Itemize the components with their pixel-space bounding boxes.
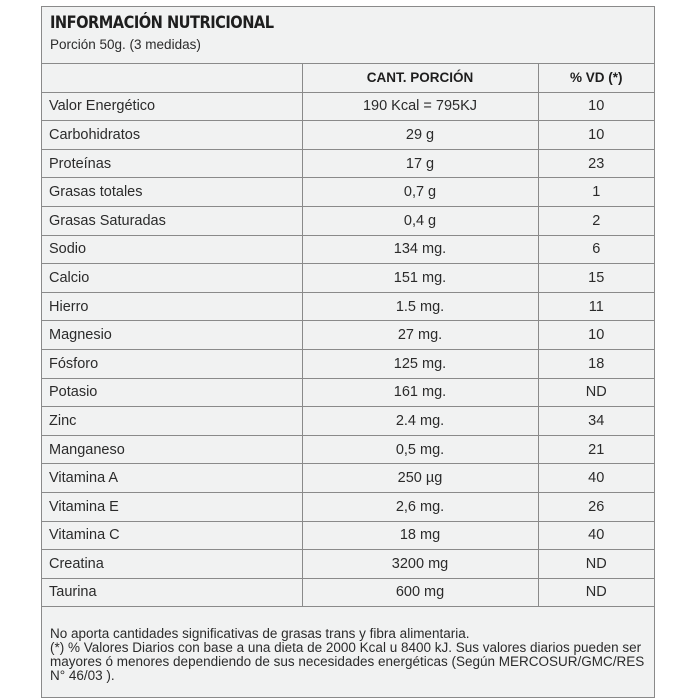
nutrient-amount: 1.5 mg. [301, 291, 539, 322]
nutrition-table-body: Valor Energético 190 Kcal = 795KJ 10 Carboh… [42, 91, 654, 608]
table-row: Magnesio 27 mg. 10 [42, 320, 654, 350]
nutrient-amount: 125 mg. [301, 348, 539, 379]
nutrient-name: Vitamina E [42, 491, 303, 522]
nutrient-amount: 151 mg. [301, 263, 539, 293]
nutrient-daily-value: 40 [537, 520, 654, 551]
nutrient-amount: 190 Kcal = 795KJ [301, 91, 539, 122]
nutrient-amount: 17 g [301, 148, 539, 179]
table-row: Zinc 2.4 mg. 34 [42, 406, 654, 436]
nutrient-amount: 3200 mg [301, 549, 539, 579]
nutrient-name: Vitamina A [42, 463, 303, 493]
nutrient-daily-value: 21 [537, 434, 654, 465]
nutrient-name: Potasio [42, 377, 303, 408]
table-row: Valor Energético 190 Kcal = 795KJ 10 [42, 91, 654, 122]
table-row: Fósforo 125 mg. 18 [42, 348, 654, 379]
nutrient-daily-value: 11 [537, 291, 654, 322]
table-row: Hierro 1.5 mg. 11 [42, 291, 654, 322]
column-header-nutrient [42, 63, 303, 93]
nutrient-daily-value: 23 [537, 148, 654, 179]
nutrient-daily-value: 34 [537, 406, 654, 436]
nutrient-name: Sodio [42, 234, 303, 265]
nutrient-name: Zinc [42, 406, 303, 436]
nutrition-table: CANT. PORCIÓN % VD (*) Valor Energético 1… [42, 63, 654, 608]
nutrient-name: Proteínas [42, 148, 303, 179]
nutrient-daily-value: 26 [537, 491, 654, 522]
nutrient-daily-value: 1 [537, 177, 654, 207]
nutrient-amount: 161 mg. [301, 377, 539, 408]
nutrient-amount: 0,4 g [301, 205, 539, 236]
nutrient-daily-value: 10 [537, 120, 654, 150]
nutrient-amount: 0,7 g [301, 177, 539, 207]
nutrient-amount: 2,6 mg. [301, 491, 539, 522]
table-row: Manganeso 0,5 mg. 21 [42, 434, 654, 465]
nutrient-daily-value: ND [537, 377, 654, 408]
nutrient-amount: 29 g [301, 120, 539, 150]
table-row: Vitamina C 18 mg 40 [42, 520, 654, 551]
footnote: No aporta cantidades significativas de g… [50, 627, 646, 683]
nutrient-daily-value: 18 [537, 348, 654, 379]
nutrition-header: INFORMACIÓN NUTRICIONAL Porción 50g. (3 … [42, 7, 654, 63]
table-row: Taurina 600 mg ND [42, 577, 654, 608]
nutrient-daily-value: 10 [537, 91, 654, 122]
nutrient-daily-value: 15 [537, 263, 654, 293]
nutrient-name: Valor Energético [42, 91, 303, 122]
nutrition-title: INFORMACIÓN NUTRICIONAL [50, 13, 274, 33]
serving-size: Porción 50g. (3 medidas) [50, 37, 201, 52]
nutrient-name: Manganeso [42, 434, 303, 465]
nutrient-name: Creatina [42, 549, 303, 579]
nutrient-name: Grasas totales [42, 177, 303, 207]
nutrient-amount: 250 µg [301, 463, 539, 493]
table-row: Potasio 161 mg. ND [42, 377, 654, 408]
nutrient-name: Grasas Saturadas [42, 205, 303, 236]
nutrient-name: Hierro [42, 291, 303, 322]
nutrient-name: Magnesio [42, 320, 303, 350]
nutrient-amount: 18 mg [301, 520, 539, 551]
nutrient-amount: 27 mg. [301, 320, 539, 350]
nutrient-amount: 0,5 mg. [301, 434, 539, 465]
nutrient-daily-value: 40 [537, 463, 654, 493]
footnote-line: No aporta cantidades significativas de g… [50, 626, 470, 641]
nutrient-amount: 600 mg [301, 577, 539, 608]
table-row: Carbohidratos 29 g 10 [42, 120, 654, 150]
table-row: Vitamina E 2,6 mg. 26 [42, 491, 654, 522]
nutrient-name: Vitamina C [42, 520, 303, 551]
table-row: Sodio 134 mg. 6 [42, 234, 654, 265]
nutrient-name: Calcio [42, 263, 303, 293]
nutrient-amount: 134 mg. [301, 234, 539, 265]
column-header-amount: CANT. PORCIÓN [301, 63, 539, 93]
nutrient-daily-value: 6 [537, 234, 654, 265]
footnote-line: (*) % Valores Diarios con base a una die… [50, 640, 645, 683]
nutrient-name: Carbohidratos [42, 120, 303, 150]
table-row: Proteínas 17 g 23 [42, 148, 654, 179]
nutrient-name: Taurina [42, 577, 303, 608]
nutrient-amount: 2.4 mg. [301, 406, 539, 436]
table-row: Vitamina A 250 µg 40 [42, 463, 654, 493]
nutrient-name: Fósforo [42, 348, 303, 379]
nutrient-daily-value: 10 [537, 320, 654, 350]
table-header-row: CANT. PORCIÓN % VD (*) [42, 63, 654, 93]
nutrition-facts-panel: INFORMACIÓN NUTRICIONAL Porción 50g. (3 … [41, 6, 655, 698]
nutrient-daily-value: 2 [537, 205, 654, 236]
table-row: Creatina 3200 mg ND [42, 549, 654, 579]
column-header-daily-value: % VD (*) [537, 63, 654, 93]
table-row: Calcio 151 mg. 15 [42, 263, 654, 293]
nutrient-daily-value: ND [537, 549, 654, 579]
nutrient-daily-value: ND [537, 577, 654, 608]
